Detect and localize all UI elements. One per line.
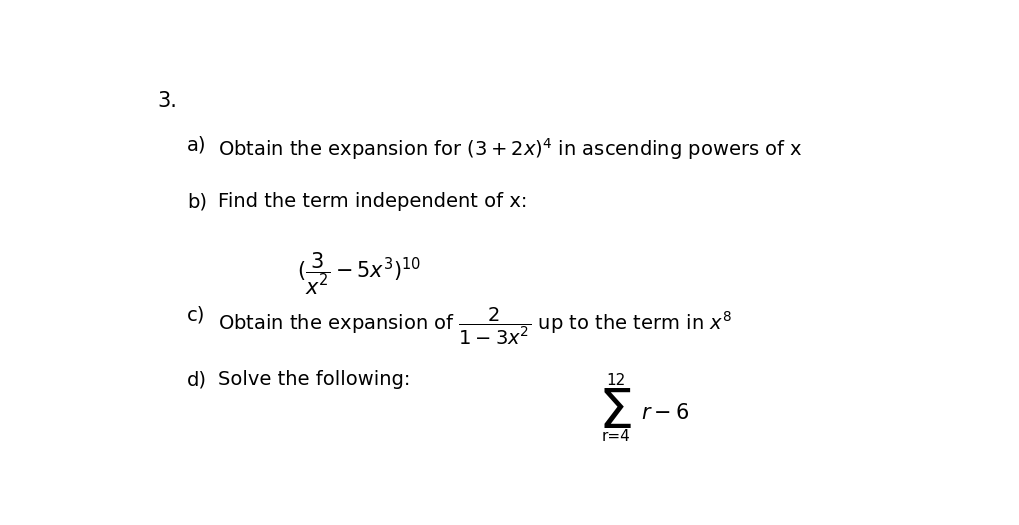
Text: d): d) [186, 370, 207, 389]
Text: $(\dfrac{3}{x^2} - 5x^3)^{10}$: $(\dfrac{3}{x^2} - 5x^3)^{10}$ [298, 251, 421, 297]
Text: Obtain the expansion for $(3 + 2x)^4$ in ascending powers of x: Obtain the expansion for $(3 + 2x)^4$ in… [218, 136, 802, 162]
Text: r=4: r=4 [601, 429, 630, 444]
Text: 12: 12 [606, 373, 626, 388]
Text: Find the term independent of x:: Find the term independent of x: [218, 192, 527, 212]
Text: $r - 6$: $r - 6$ [641, 403, 689, 423]
Text: $\Sigma$: $\Sigma$ [597, 386, 631, 439]
Text: c): c) [186, 306, 205, 324]
Text: Obtain the expansion of $\dfrac{2}{1-3x^2}$ up to the term in $x^8$: Obtain the expansion of $\dfrac{2}{1-3x^… [218, 306, 732, 347]
Text: b): b) [186, 192, 207, 212]
Text: Solve the following:: Solve the following: [218, 370, 411, 389]
Text: a): a) [186, 136, 206, 155]
Text: 3.: 3. [157, 91, 177, 111]
